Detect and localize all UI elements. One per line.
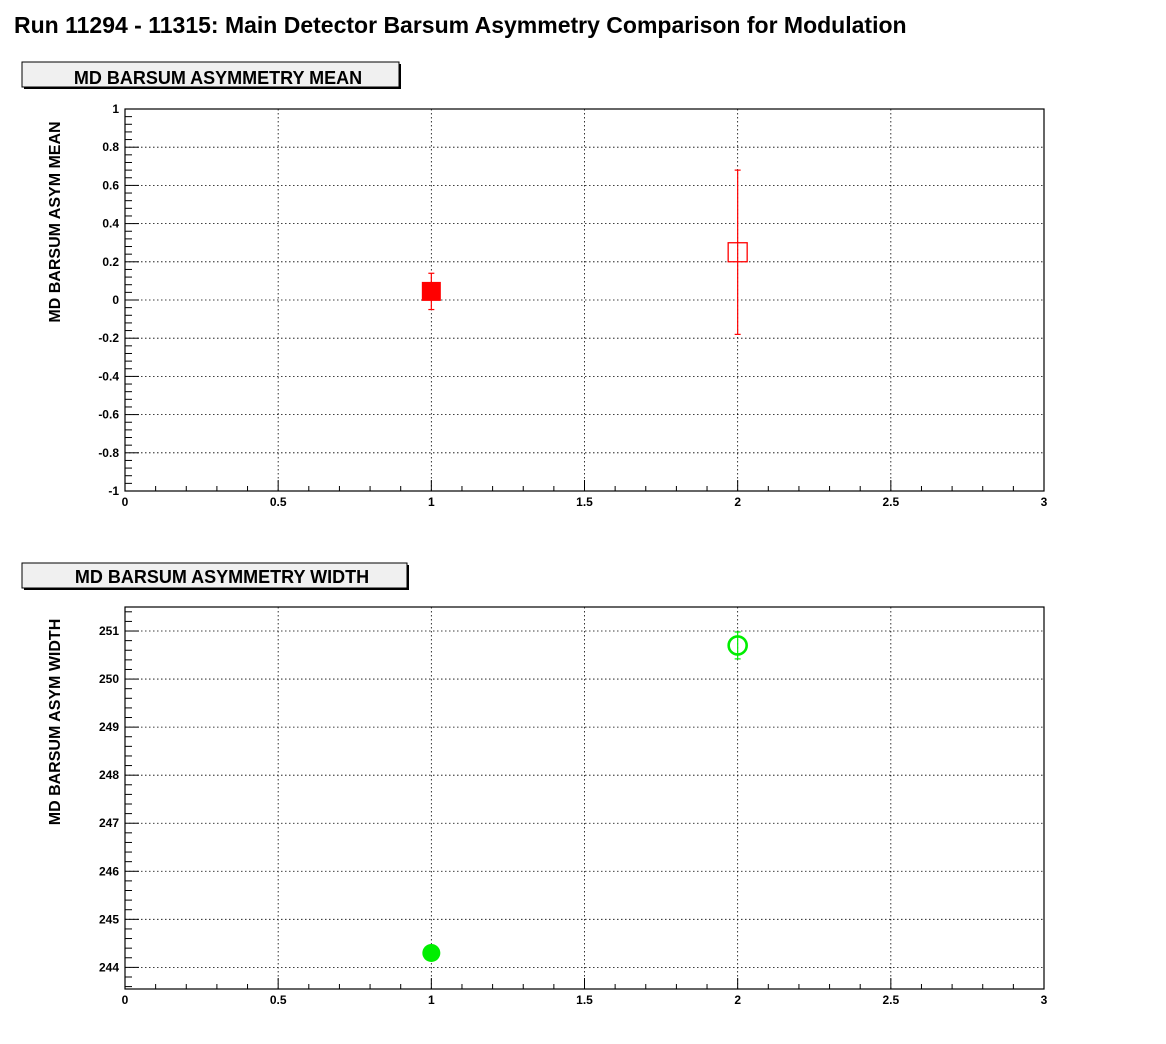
y-tick-label: 248 [99,768,119,782]
mean-panel: MD BARSUM ASYMMETRY MEAN MD BARSUM ASYM … [21,61,1048,509]
y-tick-label: 249 [99,720,119,734]
plot-background [125,607,1044,989]
x-tick-label: 1 [428,495,435,509]
y-tick-label: -1 [108,484,119,498]
y-tick-label: 251 [99,624,119,638]
y-tick-label: 244 [99,960,119,974]
page-title: Run 11294 - 11315: Main Detector Barsum … [14,12,907,38]
x-tick-label: 3 [1041,495,1048,509]
y-tick-label: 250 [99,672,119,686]
x-tick-label: 2.5 [882,993,899,1007]
data-point-marker [727,242,748,263]
y-tick-label: -0.8 [98,446,119,460]
x-tick-label: 0.5 [270,993,287,1007]
width-ylabel: MD BARSUM ASYM WIDTH [47,619,64,826]
width-panel: MD BARSUM ASYMMETRY WIDTH MD BARSUM ASYM… [21,562,1048,1007]
x-tick-label: 1.5 [576,495,593,509]
data-point-marker [421,281,441,301]
y-tick-label: -0.6 [98,408,119,422]
x-tick-label: 2 [734,495,741,509]
y-tick-label: 245 [99,912,119,926]
width-plot-area: 0 0.5 1 1.5 2 2.5 3 244 245 246 247 248 249 250 251 [99,606,1048,1007]
y-tick-label: 0.8 [102,140,119,154]
y-tick-label: -0.2 [98,331,119,345]
y-tick-label: 0.2 [102,255,119,269]
y-tick-label: 246 [99,864,119,878]
x-tick-label: 3 [1041,993,1048,1007]
y-tick-label: 0 [112,293,119,307]
mean-plot-area: 0 0.5 1 1.5 2 2.5 3 -1 -0.8 -0.6 -0.4 -0.2 0 0.2 0.4 0.… [98,102,1047,509]
x-tick-label: 2 [734,993,741,1007]
x-tick-label: 0 [122,993,129,1007]
width-title-box [21,562,408,589]
data-point-marker [727,635,748,656]
width-title: MD BARSUM ASYMMETRY WIDTH [75,567,369,587]
x-tick-label: 1.5 [576,993,593,1007]
y-tick-label: 247 [99,816,119,830]
x-tick-label: 0.5 [270,495,287,509]
y-tick-label: 0.4 [102,217,119,231]
x-tick-label: 1 [428,993,435,1007]
y-tick-label: -0.4 [98,369,119,383]
x-tick-label: 2.5 [882,495,899,509]
data-point-marker [422,943,441,962]
x-tick-label: 0 [122,495,129,509]
mean-title: MD BARSUM ASYMMETRY MEAN [74,68,362,88]
y-tick-label: 0.6 [102,178,119,192]
mean-title-box [21,61,400,88]
mean-ylabel: MD BARSUM ASYM MEAN [47,121,64,322]
y-tick-label: 1 [112,102,119,116]
